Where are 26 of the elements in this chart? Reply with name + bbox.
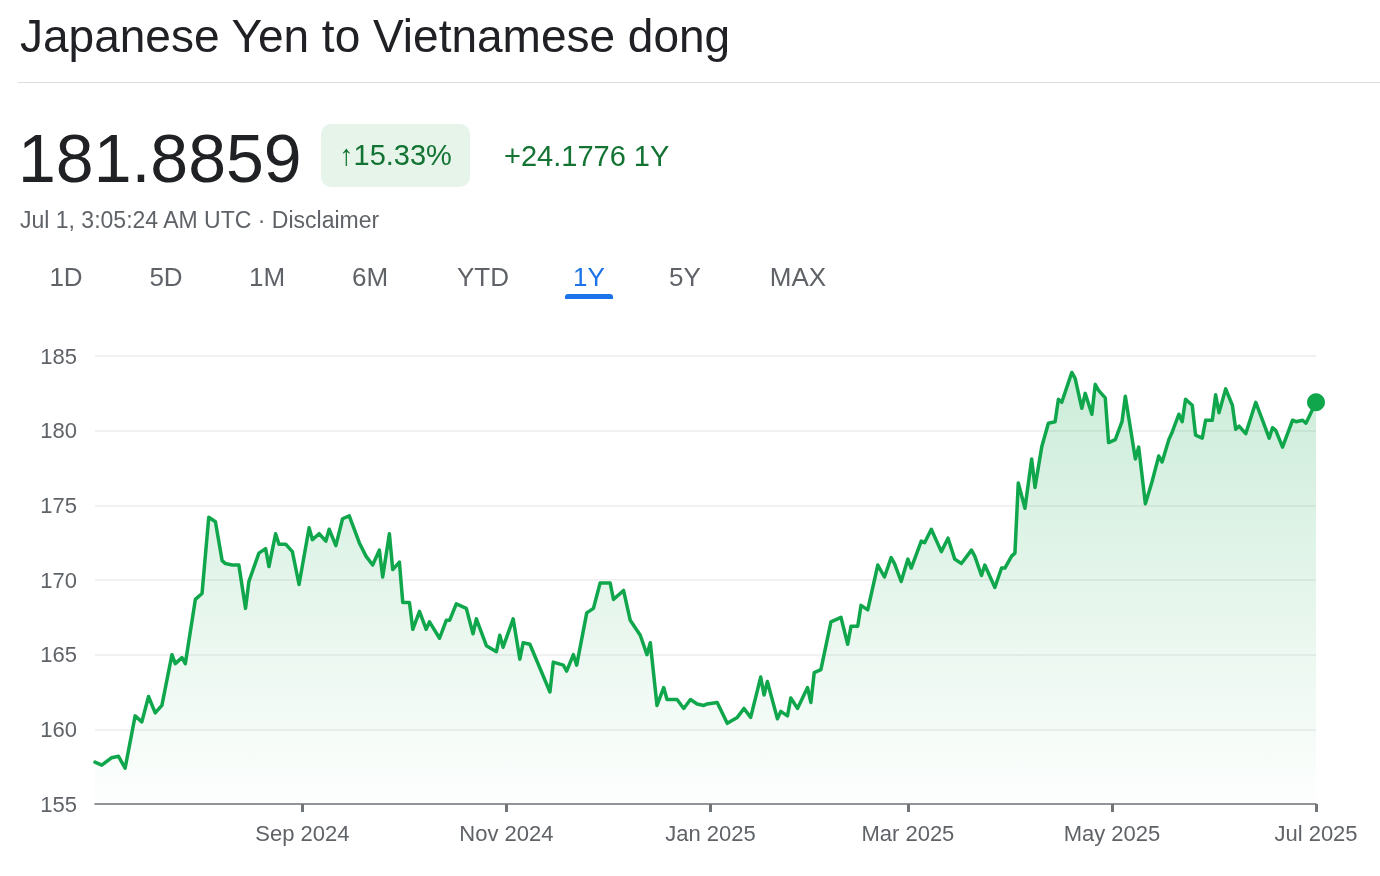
y-tick-label: 175 — [40, 492, 77, 518]
text: 1Y — [573, 261, 605, 294]
text: 181.8859 — [18, 119, 302, 198]
x-tick-label: Jul 2025 — [1274, 820, 1358, 846]
text: 5D — [149, 261, 183, 294]
y-tick-label: 155 — [40, 791, 77, 817]
text: +24.1776 1Y — [504, 139, 670, 174]
y-tick-label: 160 — [40, 716, 77, 742]
y-tick-label: 180 — [40, 418, 77, 444]
x-tick-label: Nov 2024 — [459, 820, 554, 846]
text: 1M — [248, 261, 286, 294]
text: 1D — [49, 261, 83, 294]
y-tick-label: 170 — [40, 567, 77, 593]
x-tick-label: May 2025 — [1063, 820, 1161, 846]
x-tick-label: Jan 2025 — [665, 820, 756, 846]
text: 6M — [351, 261, 389, 294]
text: ↑15.33% — [321, 124, 470, 187]
text: MAX — [769, 261, 827, 294]
x-tick-label: Sep 2024 — [255, 820, 350, 846]
text: 5Y — [669, 261, 701, 294]
text: YTD — [457, 261, 509, 294]
y-tick-label: 165 — [40, 642, 77, 668]
x-tick-label: Mar 2025 — [861, 820, 955, 846]
chart-title: Japanese Yen to Vietnamese dong — [20, 9, 731, 64]
y-tick-label: 185 — [40, 343, 77, 369]
text: Jul 1, 3:05:24 AM UTC · Disclaimer — [20, 206, 380, 235]
